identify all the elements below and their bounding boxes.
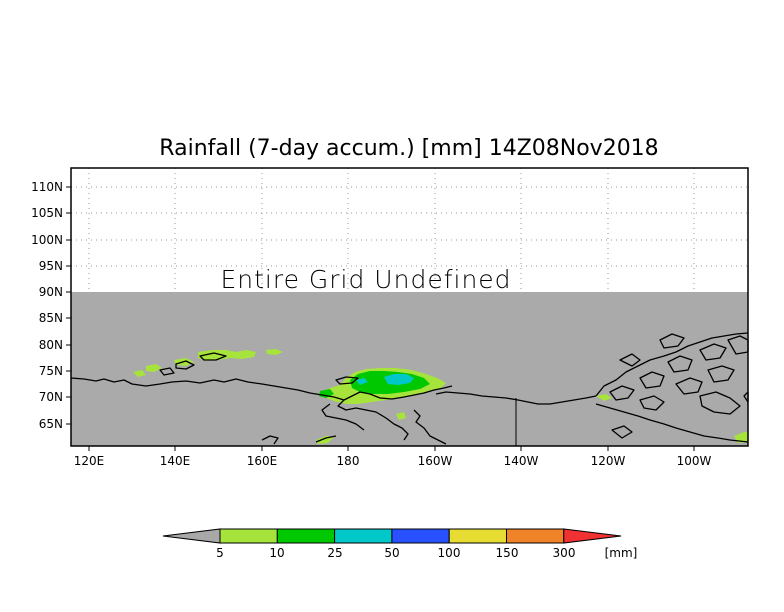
coastline-wrangel (335, 376, 359, 385)
coastline-canada-islands-7 (707, 365, 735, 383)
lat-label-65n: 65N (39, 417, 63, 431)
coastline-canada-islands-10 (611, 425, 633, 439)
lon-label-100w: 100W (677, 454, 712, 468)
coastline-bering (315, 435, 337, 443)
latitude-labels: 110N 105N 100N 95N 90N 85N 80N 75N 70N 6… (31, 180, 63, 431)
rain-patch-light-green-2 (396, 412, 406, 420)
plot-frame (70, 167, 749, 447)
lat-label-85n: 85N (39, 311, 63, 325)
lat-label-80n: 80N (39, 338, 63, 352)
lon-label-120e: 120E (74, 454, 105, 468)
colorbar-bin-100-150 (448, 528, 508, 544)
coastline-canada-mainland (595, 403, 749, 443)
coastline-canada-islands-1 (609, 385, 635, 401)
colorbar-label-10: 10 (269, 546, 284, 560)
lon-label-120w: 120W (591, 454, 626, 468)
coastline-canada-islands-4 (699, 343, 727, 361)
rain-patch-nsi-2 (266, 349, 283, 355)
lat-label-75n: 75N (39, 364, 63, 378)
coastline-canada-islands-6 (675, 377, 703, 395)
coastline-canada-islands-2 (639, 371, 665, 389)
coastline-canada-archipelago (595, 332, 749, 397)
lat-label-100n: 100N (31, 233, 63, 247)
colorbar-unit: [mm] (605, 546, 638, 560)
longitude-axis (88, 446, 695, 451)
figure-title: Rainfall (7-day accum.) [mm] 14Z08Nov201… (159, 136, 658, 161)
rain-patch-cyan (384, 374, 414, 385)
coastline-nsi-3 (159, 367, 175, 376)
coastline-canada-islands-13 (619, 353, 641, 367)
colorbar-bin-25-50 (334, 528, 393, 544)
colorbar-labels: 5 10 25 50 100 150 300 [mm] (216, 546, 637, 560)
lon-label-180: 180 (337, 454, 360, 468)
colorbar-label-150: 150 (496, 546, 519, 560)
colorbar (162, 528, 622, 544)
colorbar-bin-5-10 (219, 528, 278, 544)
lat-label-110n: 110N (31, 180, 63, 194)
rain-patch-nsi-4 (146, 364, 162, 372)
undefined-data-region (71, 292, 748, 446)
undefined-grid-message: Entire Grid Undefined (220, 265, 511, 294)
latitude-axis (66, 186, 71, 425)
coastline-canada-islands-9 (699, 391, 741, 415)
rain-patch-nsi-5 (133, 370, 146, 377)
coastline-chukotka (337, 399, 409, 441)
coastline-alaska-west (413, 409, 447, 445)
colorbar-over-triangle (563, 528, 622, 544)
coastline-nsi-2 (199, 352, 227, 361)
lon-label-160w: 160W (418, 454, 453, 468)
lon-label-160e: 160E (247, 454, 278, 468)
colorbar-label-100: 100 (438, 546, 461, 560)
colorbar-bin-10-25 (276, 528, 336, 544)
lat-label-90n: 90N (39, 285, 63, 299)
colorbar-label-300: 300 (553, 546, 576, 560)
lat-label-105n: 105N (31, 206, 63, 220)
lat-label-70n: 70N (39, 390, 63, 404)
coastline-kamchatka (261, 435, 279, 445)
rain-patch-cyan-2 (356, 378, 368, 385)
gridlines (71, 168, 748, 292)
lon-label-140e: 140E (160, 454, 191, 468)
colorbar-label-50: 50 (384, 546, 399, 560)
rain-patch-canada-1 (596, 394, 612, 401)
rain-patch-bering (316, 436, 334, 444)
longitude-labels: 120E 140E 160E 180 160W 140W 120W 100W (74, 454, 712, 468)
colorbar-label-5: 5 (216, 546, 224, 560)
coastline-nsi (175, 360, 195, 370)
lon-label-140w: 140W (504, 454, 539, 468)
colorbar-label-25: 25 (327, 546, 342, 560)
colorbar-under-triangle (162, 528, 221, 544)
colorbar-bin-50-100 (391, 528, 450, 544)
coastline-canada-islands-8 (639, 395, 665, 411)
coastline-canada-islands-12 (659, 333, 685, 349)
coastline-chukotka-2 (321, 403, 365, 431)
coastline-siberia (70, 377, 453, 401)
coastline-alaska (435, 391, 597, 405)
lat-label-95n: 95N (39, 259, 63, 273)
coastline-canada-islands-3 (667, 355, 693, 373)
colorbar-bin-150-300 (506, 528, 565, 544)
